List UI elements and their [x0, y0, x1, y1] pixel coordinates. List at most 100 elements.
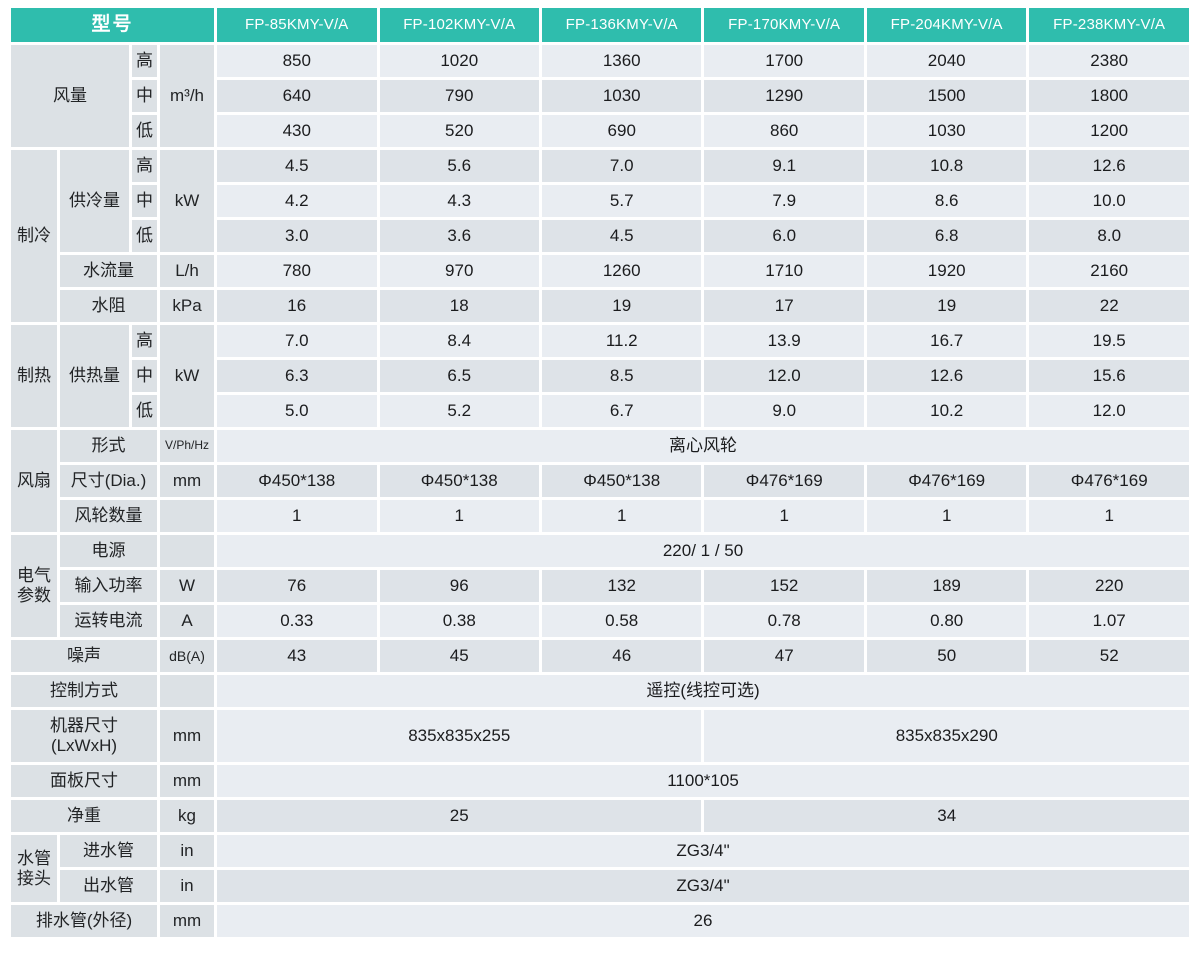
value-cell: 1700: [704, 45, 864, 77]
value-cell: 1800: [1029, 80, 1189, 112]
value-cell: 1500: [866, 80, 1027, 112]
unit-cell: kW: [160, 150, 215, 252]
value-cell: 3.6: [379, 220, 539, 252]
row-label-cell: 高: [132, 325, 157, 357]
value-cell: 1: [379, 500, 539, 532]
row-label-cell: 控制方式: [11, 675, 157, 707]
row-label-cell: 运转电流: [60, 605, 157, 637]
unit-cell: dB(A): [160, 640, 215, 672]
value-cell: 12.6: [1029, 150, 1189, 182]
model-header-cell: FP-238KMY-V/A: [1029, 8, 1189, 42]
model-header-cell: FP-102KMY-V/A: [379, 8, 539, 42]
unit-cell: mm: [160, 710, 215, 762]
value-cell: 835x835x290: [704, 710, 1189, 762]
value-cell: 34: [704, 800, 1189, 832]
value-cell: 8.0: [1029, 220, 1189, 252]
unit-cell: mm: [160, 465, 215, 497]
spec-table: 型号 FP-85KMY-V/A FP-102KMY-V/A FP-136KMY-V/A…: [8, 5, 1192, 940]
value-cell: ZG3/4": [217, 870, 1189, 902]
row-label-cell: 排水管(外径): [11, 905, 157, 937]
table-row: 水管接头 进水管 in ZG3/4": [11, 835, 1189, 902]
row-label-cell: 中: [132, 185, 157, 217]
value-cell: 25: [217, 800, 702, 832]
value-cell: 0.33: [217, 605, 377, 637]
value-cell: 9.1: [704, 150, 864, 182]
value-cell: 790: [379, 80, 539, 112]
value-cell: 5.6: [379, 150, 539, 182]
unit-cell: A: [160, 605, 215, 637]
value-cell: 7.0: [217, 325, 377, 357]
table-row: 控制方式 遥控(线控可选): [11, 675, 1189, 707]
value-cell: 22: [1029, 290, 1189, 322]
table-row: 噪声 dB(A) 43 45 46 47 50 52: [11, 640, 1189, 672]
unit-cell: V/Ph/Hz: [160, 430, 215, 462]
table-row: 电气参数 电源 220/ 1 / 50: [11, 535, 1189, 637]
unit-cell: [160, 500, 215, 532]
spec-table-body: 型号 FP-85KMY-V/A FP-102KMY-V/A FP-136KMY-V/A…: [11, 8, 1189, 937]
row-label-cell: 制热: [11, 325, 57, 427]
row-label-cell: 风轮数量: [60, 500, 157, 532]
unit-cell: kW: [160, 325, 215, 427]
value-cell: 8.6: [866, 185, 1027, 217]
value-cell: 9.0: [704, 395, 864, 427]
unit-cell: in: [160, 835, 215, 867]
value-cell: 2040: [866, 45, 1027, 77]
value-cell: 5.0: [217, 395, 377, 427]
table-row: 中 6.3 6.5 8.5 12.0 12.6 15.6: [11, 360, 1189, 392]
value-cell: 4.5: [541, 220, 702, 252]
value-cell: 1920: [866, 255, 1027, 287]
row-label-cell: 低: [132, 220, 157, 252]
value-cell: 6.7: [541, 395, 702, 427]
table-row: 中 4.2 4.3 5.7 7.9 8.6 10.0: [11, 185, 1189, 217]
row-label-cell: 面板尺寸: [11, 765, 157, 797]
value-cell: 10.8: [866, 150, 1027, 182]
value-cell: 850: [217, 45, 377, 77]
value-cell: 220/ 1 / 50: [217, 535, 1189, 567]
row-label-cell: 机器尺寸 (LxWxH): [11, 710, 157, 762]
value-cell: 0.58: [541, 605, 702, 637]
table-row: 制热 供热量高 kW 7.0 8.4 11.2 13.9 16.7 19.5: [11, 325, 1189, 427]
value-cell: 19.5: [1029, 325, 1189, 357]
value-cell: 189: [866, 570, 1027, 602]
value-cell: 132: [541, 570, 702, 602]
table-row: 制冷 供冷量高 kW 4.5 5.6 7.0 9.1 10.8 12.6: [11, 150, 1189, 322]
table-row: 机器尺寸 (LxWxH) mm 835x835x255 835x835x290: [11, 710, 1189, 762]
value-cell: 2380: [1029, 45, 1189, 77]
value-cell: 12.0: [704, 360, 864, 392]
value-cell: 7.9: [704, 185, 864, 217]
value-cell: 6.8: [866, 220, 1027, 252]
value-cell: 16: [217, 290, 377, 322]
value-cell: 8.4: [379, 325, 539, 357]
value-cell: 10.0: [1029, 185, 1189, 217]
value-cell: 16.7: [866, 325, 1027, 357]
value-cell: Φ450*138: [541, 465, 702, 497]
value-cell: 96: [379, 570, 539, 602]
value-cell: 7.0: [541, 150, 702, 182]
value-cell: 220: [1029, 570, 1189, 602]
row-label-cell: 制冷: [11, 150, 57, 322]
table-row: 风轮数量 1 1 1 1 1 1: [11, 500, 1189, 532]
row-label-cell: 水管接头: [11, 835, 57, 902]
value-cell: 15.6: [1029, 360, 1189, 392]
value-cell: 520: [379, 115, 539, 147]
row-label-cell: 中: [132, 360, 157, 392]
value-cell: 5.7: [541, 185, 702, 217]
value-cell: 26: [217, 905, 1189, 937]
unit-cell: L/h: [160, 255, 215, 287]
value-cell: 76: [217, 570, 377, 602]
value-cell: 1: [1029, 500, 1189, 532]
model-header-row: 型号 FP-85KMY-V/A FP-102KMY-V/A FP-136KMY-V/A…: [11, 8, 1189, 42]
model-header-cell: FP-204KMY-V/A: [866, 8, 1027, 42]
row-label-cell: 电源: [60, 535, 157, 567]
value-cell: 430: [217, 115, 377, 147]
value-cell: 0.78: [704, 605, 864, 637]
value-cell: 12.6: [866, 360, 1027, 392]
value-cell: 19: [541, 290, 702, 322]
row-label-cell: 输入功率: [60, 570, 157, 602]
value-cell: 11.2: [541, 325, 702, 357]
value-cell: 0.80: [866, 605, 1027, 637]
table-row: 风扇 形式 V/Ph/Hz 离心风轮: [11, 430, 1189, 532]
unit-cell: kg: [160, 800, 215, 832]
value-cell: 17: [704, 290, 864, 322]
